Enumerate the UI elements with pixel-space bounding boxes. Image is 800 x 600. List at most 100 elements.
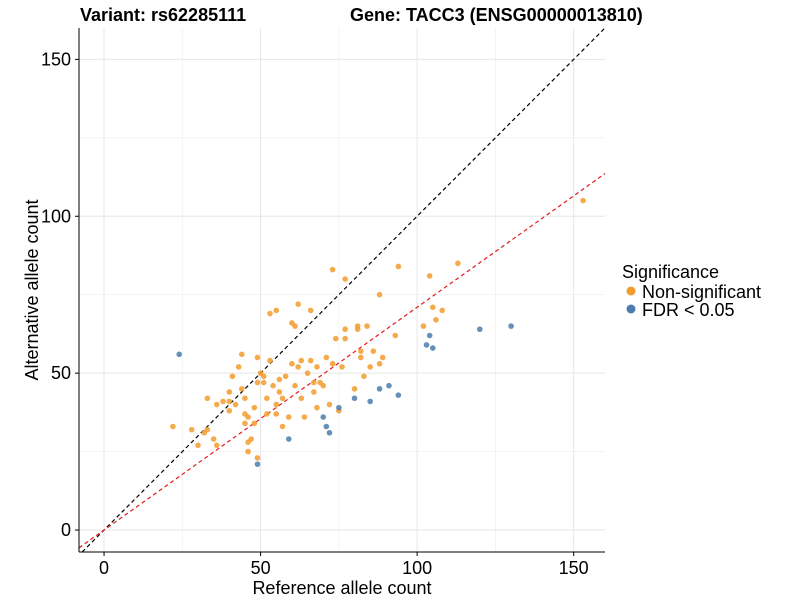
x-tick-label: 100 xyxy=(402,558,432,578)
grid xyxy=(79,28,605,552)
point-non-significant xyxy=(276,389,283,395)
point-non-significant xyxy=(273,411,280,417)
point-non-significant xyxy=(251,420,258,427)
point-non-significant xyxy=(292,382,298,389)
point-non-significant xyxy=(285,414,292,420)
point-non-significant xyxy=(351,386,358,392)
point-non-significant xyxy=(226,389,233,395)
y-tick-label: 0 xyxy=(61,520,71,540)
point-non-significant xyxy=(242,420,248,427)
point-non-significant xyxy=(245,448,251,455)
point-non-significant xyxy=(239,351,245,358)
point-non-significant xyxy=(323,354,330,361)
point-fdr-significant xyxy=(395,392,402,398)
y-tick-label: 150 xyxy=(41,49,71,69)
y-tick-label: 50 xyxy=(51,363,71,383)
point-non-significant xyxy=(339,364,345,370)
point-non-significant xyxy=(307,307,314,314)
point-non-significant xyxy=(289,360,295,367)
point-non-significant xyxy=(429,304,436,311)
x-tick-label: 0 xyxy=(99,558,109,578)
point-non-significant xyxy=(329,266,336,273)
point-non-significant xyxy=(220,398,226,405)
point-non-significant xyxy=(301,414,308,420)
point-non-significant xyxy=(239,386,245,392)
point-non-significant xyxy=(439,307,445,314)
point-fdr-significant xyxy=(376,386,383,392)
point-non-significant xyxy=(342,276,348,282)
legend-label-non-significant: Non-significant xyxy=(642,282,761,302)
point-non-significant xyxy=(264,411,270,417)
point-non-significant xyxy=(170,423,176,430)
point-non-significant xyxy=(320,382,327,389)
point-non-significant xyxy=(273,401,280,408)
point-fdr-significant xyxy=(426,332,433,339)
point-non-significant xyxy=(295,364,301,370)
point-fdr-significant xyxy=(423,342,430,348)
point-non-significant xyxy=(376,291,383,298)
point-non-significant xyxy=(420,323,427,329)
point-non-significant xyxy=(295,301,301,307)
point-non-significant xyxy=(580,197,586,204)
point-fdr-significant xyxy=(429,345,436,351)
point-non-significant xyxy=(304,370,311,376)
point-non-significant xyxy=(254,455,261,461)
point-fdr-significant xyxy=(336,404,342,411)
reference-line-identity xyxy=(81,27,606,553)
point-non-significant xyxy=(260,373,267,380)
point-non-significant xyxy=(342,326,348,333)
point-non-significant xyxy=(279,395,286,402)
point-non-significant xyxy=(232,401,239,408)
reference-lines xyxy=(78,27,606,553)
point-non-significant xyxy=(248,436,255,442)
point-non-significant xyxy=(273,307,280,314)
point-non-significant xyxy=(267,310,273,317)
point-fdr-significant xyxy=(323,423,330,430)
chart-title-variant: Variant: rs62285111 xyxy=(80,5,246,25)
point-non-significant xyxy=(210,436,217,442)
point-non-significant xyxy=(354,323,361,329)
point-non-significant xyxy=(357,354,364,361)
point-non-significant xyxy=(213,401,220,408)
legend: Significance Non-significant FDR < 0.05 xyxy=(622,262,761,320)
y-tick-label: 100 xyxy=(41,206,71,226)
point-non-significant xyxy=(455,260,461,267)
point-non-significant xyxy=(326,401,333,408)
x-axis-label: Reference allele count xyxy=(252,578,431,598)
point-non-significant xyxy=(204,395,211,402)
point-non-significant xyxy=(376,360,383,367)
point-non-significant xyxy=(195,442,201,449)
point-fdr-significant xyxy=(351,395,358,402)
point-non-significant xyxy=(298,357,305,364)
point-non-significant xyxy=(329,360,336,367)
legend-label-fdr: FDR < 0.05 xyxy=(642,300,735,320)
point-non-significant xyxy=(433,317,439,323)
legend-title: Significance xyxy=(622,262,719,282)
point-non-significant xyxy=(332,335,339,342)
point-non-significant xyxy=(342,335,348,342)
point-non-significant xyxy=(204,426,211,433)
point-fdr-significant xyxy=(176,351,182,358)
point-non-significant xyxy=(270,382,276,389)
point-non-significant xyxy=(235,364,242,370)
point-non-significant xyxy=(314,364,320,370)
point-fdr-significant xyxy=(285,436,292,442)
point-non-significant xyxy=(357,348,364,354)
point-non-significant xyxy=(314,404,320,411)
point-non-significant xyxy=(213,442,220,449)
reference-line-fit xyxy=(78,173,606,549)
y-axis-label: Alternative allele count xyxy=(22,199,42,380)
point-non-significant xyxy=(367,364,373,370)
legend-marker-non-significant xyxy=(626,286,636,296)
point-non-significant xyxy=(298,395,305,402)
point-non-significant xyxy=(361,373,367,380)
point-fdr-significant xyxy=(508,323,514,329)
point-non-significant xyxy=(242,395,248,402)
point-non-significant xyxy=(267,357,273,364)
point-fdr-significant xyxy=(367,398,373,405)
point-fdr-significant xyxy=(254,461,261,467)
data-points xyxy=(170,197,586,467)
point-non-significant xyxy=(370,348,377,354)
point-non-significant xyxy=(279,423,286,430)
